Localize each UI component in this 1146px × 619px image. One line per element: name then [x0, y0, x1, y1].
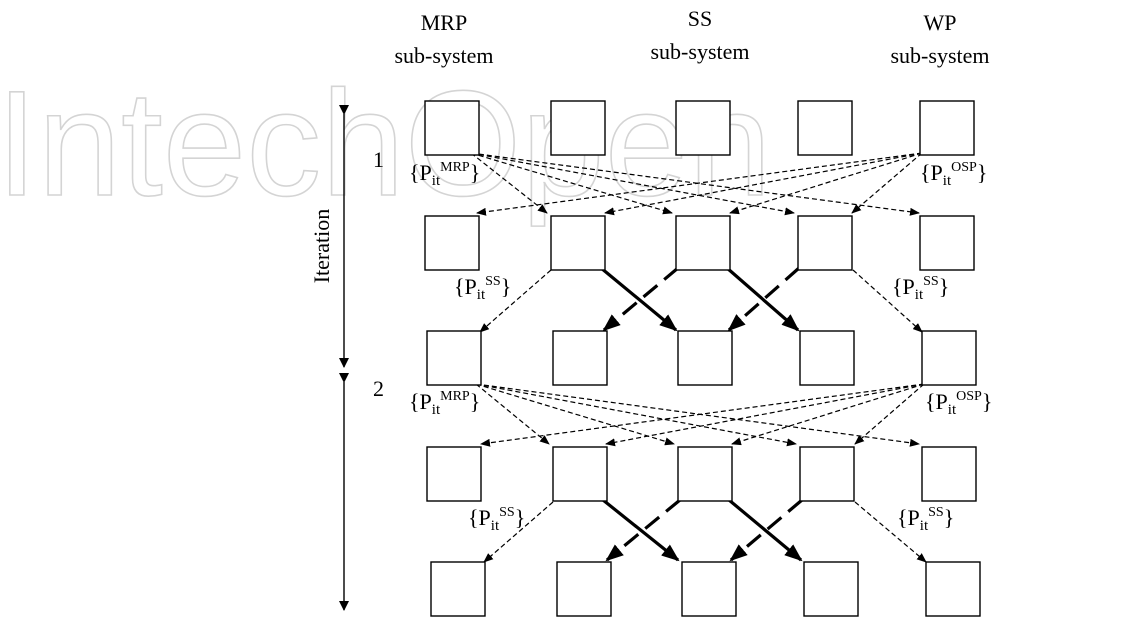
node-r5-mrp: [430, 561, 486, 617]
header-ss-line1: SS: [688, 6, 712, 31]
label-p-mrp-1: {PitMRP}: [409, 160, 480, 189]
node-r3-d: [799, 330, 855, 386]
connector-2-wp-a: [480, 383, 925, 447]
connector-2-mrp-d: [475, 383, 797, 447]
node-r1-d: [797, 100, 853, 156]
node-r4-b: [552, 446, 608, 502]
thick-1-b-c: [599, 266, 678, 332]
label-p-osp-1: {PitOSP}: [920, 160, 987, 189]
watermark-text: IntechOpen: [0, 59, 772, 227]
header-wp-line1: WP: [924, 10, 957, 35]
connector-1-mrp-c: [470, 152, 673, 215]
thickdash-1-c-b: [602, 266, 680, 332]
thickdash-2-c-b: [605, 498, 682, 562]
header-mrp: MRP sub-system: [395, 10, 494, 68]
iteration-mark-1: 1: [373, 147, 384, 172]
node-r3-ss: [677, 330, 733, 386]
boxes: [424, 100, 981, 617]
node-r5-d: [803, 561, 859, 617]
node-r4-wp: [921, 446, 977, 502]
thick-2-c-d: [727, 498, 803, 562]
connector-1-wp-a: [476, 152, 923, 216]
connector-1-mrp-e: [470, 152, 920, 216]
node-r4-ss: [677, 446, 733, 502]
labels: {PitMRP} {PitOSP} {PitSS} {PitSS} {PitMR…: [409, 160, 992, 534]
node-r5-ss: [681, 561, 737, 617]
connector-2-mrp-b: [475, 383, 550, 445]
label-p-ss-1b: {PitSS}: [892, 274, 949, 303]
node-r4-mrp: [426, 446, 482, 502]
node-r4-d: [799, 446, 855, 502]
node-r1-b: [550, 100, 606, 156]
connector-2-wp-c: [731, 383, 925, 446]
node-r5-b: [556, 561, 612, 617]
node-r2-ss: [675, 215, 731, 271]
connector-1-mrp-b: [470, 152, 548, 214]
connector-2-ss-mrp: [483, 501, 554, 563]
node-r2-mrp: [424, 215, 480, 271]
header-ss: SS sub-system: [651, 6, 750, 64]
connector-2-wp-d: [854, 383, 925, 445]
label-p-ss-2b: {PitSS}: [897, 505, 954, 534]
connector-2-wp-b: [605, 383, 925, 447]
connectors: [470, 152, 927, 563]
node-r3-wp: [921, 330, 977, 386]
header-wp-line2: sub-system: [891, 43, 990, 68]
thickdash-2-d-c: [729, 498, 804, 562]
label-p-mrp-2: {PitMRP}: [409, 389, 480, 418]
connector-2-mrp-c: [475, 383, 675, 446]
connector-1-wp-d: [851, 152, 923, 214]
node-r3-mrp: [426, 330, 482, 386]
connector-2-mrp-e: [475, 383, 920, 447]
connector-1-wp-b: [604, 152, 923, 216]
connector-1-wp-c: [729, 152, 923, 215]
header-mrp-line2: sub-system: [395, 43, 494, 68]
thick-2-b-c: [602, 498, 680, 562]
node-r2-d: [797, 215, 853, 271]
iteration-axis-label: Iteration: [309, 209, 334, 284]
thick-1-c-d: [725, 266, 800, 332]
header-wp: WP sub-system: [891, 10, 990, 68]
label-p-ss-2a: {PitSS}: [468, 505, 525, 534]
node-r2-b: [550, 215, 606, 271]
node-r1-ss: [675, 100, 731, 156]
label-p-ss-1a: {PitSS}: [454, 274, 511, 303]
thickdash-1-d-c: [727, 266, 801, 332]
node-r1-mrp: [424, 100, 480, 156]
connector-1-mrp-d: [470, 152, 795, 216]
node-r3-b: [552, 330, 608, 386]
label-p-osp-2: {PitOSP}: [925, 389, 992, 418]
iteration-mark-2: 2: [373, 376, 384, 401]
header-mrp-line1: MRP: [421, 10, 467, 35]
node-r1-wp: [919, 100, 975, 156]
header-ss-line2: sub-system: [651, 39, 750, 64]
node-r2-wp: [919, 215, 975, 271]
node-r5-wp: [925, 561, 981, 617]
